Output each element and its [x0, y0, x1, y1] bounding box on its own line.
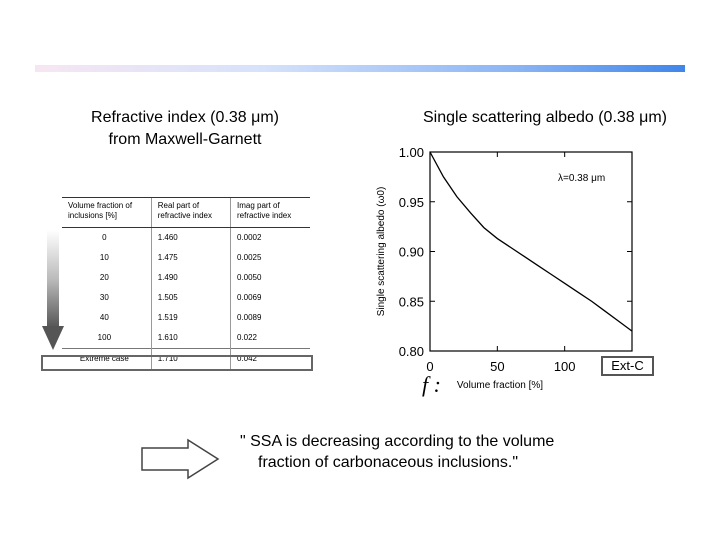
table-cell: 100	[97, 333, 112, 342]
x-tick-label: 50	[490, 359, 504, 374]
y-tick-label: 0.90	[399, 245, 424, 260]
y-tick-label: 0.80	[399, 344, 424, 359]
albedo-curve	[429, 151, 633, 332]
table-cell: 0.0069	[229, 288, 310, 308]
x-axis-label: Volume fraction [%]	[457, 380, 543, 391]
table-row: 30 1.505 0.0069	[62, 288, 310, 308]
ext-c-label: Ext-C	[601, 356, 654, 376]
f-label: f :	[422, 372, 441, 397]
wavelength-annotation: λ=0.38 μm	[558, 173, 605, 184]
refractive-index-heading: Refractive index (0.38 μm) from Maxwell-…	[45, 107, 325, 151]
y-tick-label: 0.85	[399, 294, 424, 309]
table-cell: 1.475	[150, 248, 231, 268]
albedo-chart: Single scattering albedo (ω0) Volume fra…	[376, 145, 633, 391]
table-cell: 40	[99, 313, 109, 322]
table-cell: 1.610	[150, 328, 231, 349]
table-cell: 30	[99, 293, 109, 302]
table-cell: 0.0002	[229, 227, 310, 248]
y-tick-label: 1.00	[399, 145, 424, 160]
table-cell: 20	[99, 273, 109, 282]
table-header-real: Real part of refractive index	[150, 197, 231, 228]
right-arrow-icon	[141, 438, 220, 480]
table-row: 10 1.475 0.0025	[62, 248, 310, 268]
table-row: 0 1.460 0.0002	[62, 227, 310, 248]
table-cell: 10	[99, 253, 109, 262]
table-cell: 1.490	[150, 268, 231, 288]
refractive-index-table: Volume fraction of inclusions [%] Real p…	[62, 197, 310, 374]
table-cell: 0.022	[229, 328, 310, 349]
refractive-index-heading-line2: from Maxwell-Garnett	[108, 131, 262, 148]
conclusion-line2: fraction of carbonaceous inclusions."	[258, 454, 519, 471]
extreme-case-highlight	[41, 355, 313, 371]
x-tick-label: 100	[554, 359, 576, 374]
table-cell: 1.460	[150, 227, 231, 248]
down-arrow-shaft	[47, 230, 59, 328]
y-tick-label: 0.95	[399, 195, 424, 210]
extreme-case-row: Extreme case 1.710 0.042	[62, 348, 310, 370]
table-header-imag: Imag part of refractive index	[229, 197, 310, 228]
table-cell: 1.505	[150, 288, 231, 308]
table-row: 40 1.519 0.0089	[62, 308, 310, 328]
refractive-index-heading-line1: Refractive index (0.38 μm)	[91, 109, 279, 126]
table-row: 100 1.610 0.022	[62, 328, 310, 349]
table-row: 20 1.490 0.0050	[62, 268, 310, 288]
conclusion-text: " SSA is decreasing according to the vol…	[240, 431, 554, 473]
down-arrow-icon	[42, 326, 64, 350]
table-header-volume: Volume fraction of inclusions [%]	[62, 197, 152, 228]
x-tick-label: 0	[426, 359, 433, 374]
table-cell: 0.0089	[229, 308, 310, 328]
y-axis-label: Single scattering albedo (ω0)	[376, 187, 387, 317]
albedo-heading: Single scattering albedo (0.38 μm)	[422, 109, 667, 126]
table-cell: 0.0050	[229, 268, 310, 288]
table-cell: 0	[102, 233, 107, 242]
table-cell: 0.0025	[229, 248, 310, 268]
title-gradient-bar	[35, 65, 685, 72]
conclusion-line1: " SSA is decreasing according to the vol…	[240, 433, 555, 450]
table-cell: 1.519	[150, 308, 231, 328]
